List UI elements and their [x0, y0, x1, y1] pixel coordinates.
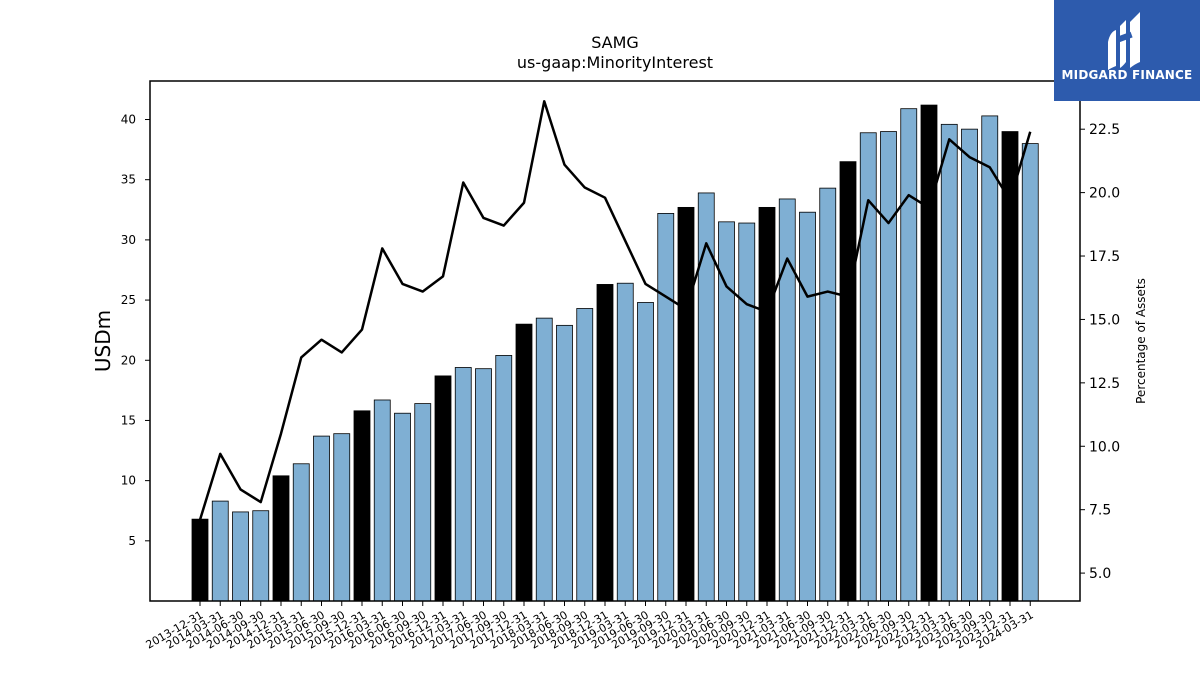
bar-2013-12-31	[191, 518, 209, 602]
chart-subtitle: us-gaap:MinorityInterest	[517, 53, 713, 72]
y-tick-label: 35	[121, 173, 136, 187]
y-tick-label: 20	[121, 353, 136, 367]
y2-tick-label: 20.0	[1089, 186, 1120, 202]
y-axis-left: 5 10 15 20 25 30 35 40	[121, 113, 150, 548]
bar-2021-06-30	[799, 211, 816, 602]
bar-2019-03-31	[616, 282, 634, 602]
y-tick-label: 5	[128, 534, 136, 548]
bar-2016-03-31	[373, 399, 391, 602]
bar-2017-06-30	[475, 368, 492, 602]
y-axis-label: USDm	[91, 310, 115, 372]
plot-frame	[149, 80, 1081, 602]
bar-2020-12-31	[758, 206, 776, 602]
bar-2024-03-31	[1021, 143, 1039, 602]
y-tick-label: 30	[121, 233, 136, 247]
bar-2015-09-30	[333, 433, 351, 602]
bar-2021-12-31	[839, 161, 857, 602]
bar-2022-06-30	[880, 131, 897, 602]
percentage-line	[198, 100, 1032, 521]
y2-tick-label: 15.0	[1089, 312, 1120, 328]
bar-2023-09-30	[981, 115, 999, 602]
bar-2020-09-30	[738, 222, 756, 602]
bar-2014-06-30	[232, 511, 249, 602]
bar-2022-12-31	[920, 104, 938, 602]
y2-axis-label: Percentage of Assets	[1134, 278, 1148, 404]
bar-2015-12-31	[353, 410, 371, 602]
bar-2022-09-30	[900, 108, 918, 602]
bar-2015-06-30	[313, 435, 330, 602]
bar-2021-09-30	[819, 187, 837, 602]
y2-tick-label: 7.5	[1089, 503, 1111, 519]
y2-tick-label: 10.0	[1089, 439, 1120, 455]
bar-2017-09-30	[495, 355, 513, 602]
y2-tick-label: 5.0	[1089, 566, 1111, 582]
chart-title: SAMG	[591, 33, 639, 52]
y-tick-label: 40	[121, 113, 136, 127]
bar-2017-03-31	[454, 367, 472, 602]
bar-2016-09-30	[414, 403, 432, 602]
bar-2023-12-31	[1001, 131, 1019, 602]
y2-tick-label: 22.5	[1089, 122, 1120, 138]
bar-2020-06-30	[718, 221, 735, 602]
bar-group	[191, 104, 1039, 602]
y-tick-label: 10	[121, 474, 136, 488]
bar-2018-09-30	[576, 308, 594, 602]
bar-2014-09-30	[252, 510, 270, 602]
bar-2018-03-31	[535, 317, 553, 602]
bar-2016-06-30	[394, 412, 411, 602]
line-layer	[198, 100, 1032, 521]
bar-2019-12-31	[677, 206, 695, 602]
bar-2019-06-30	[637, 302, 654, 602]
y-axis-right: 5.0 7.5 10.0 12.5 15.0 17.5 20.0 22.5	[1080, 122, 1120, 582]
bar-2014-12-31	[272, 475, 290, 602]
logo-text: MIDGARD FINANCE	[1061, 68, 1193, 82]
bar-2018-12-31	[596, 284, 614, 602]
logo-mark-icon	[1054, 0, 1200, 101]
bar-2018-06-30	[556, 324, 573, 602]
y-tick-label: 25	[121, 293, 136, 307]
y-tick-label: 15	[121, 413, 136, 427]
bar-2019-09-30	[657, 213, 675, 602]
y2-tick-label: 17.5	[1089, 249, 1120, 265]
bar-2014-03-31	[211, 500, 229, 602]
bar-2023-03-31	[940, 123, 958, 602]
x-axis: 2013-12-312014-03-312014-06-302014-09-30…	[144, 601, 1036, 652]
midgard-finance-logo: MIDGARD FINANCE	[1054, 0, 1200, 101]
bar-2017-12-31	[515, 323, 533, 602]
bar-2023-06-30	[961, 128, 978, 602]
y2-tick-label: 12.5	[1089, 376, 1120, 392]
bar-2015-03-31	[292, 463, 310, 602]
bar-2016-12-31	[434, 375, 452, 602]
